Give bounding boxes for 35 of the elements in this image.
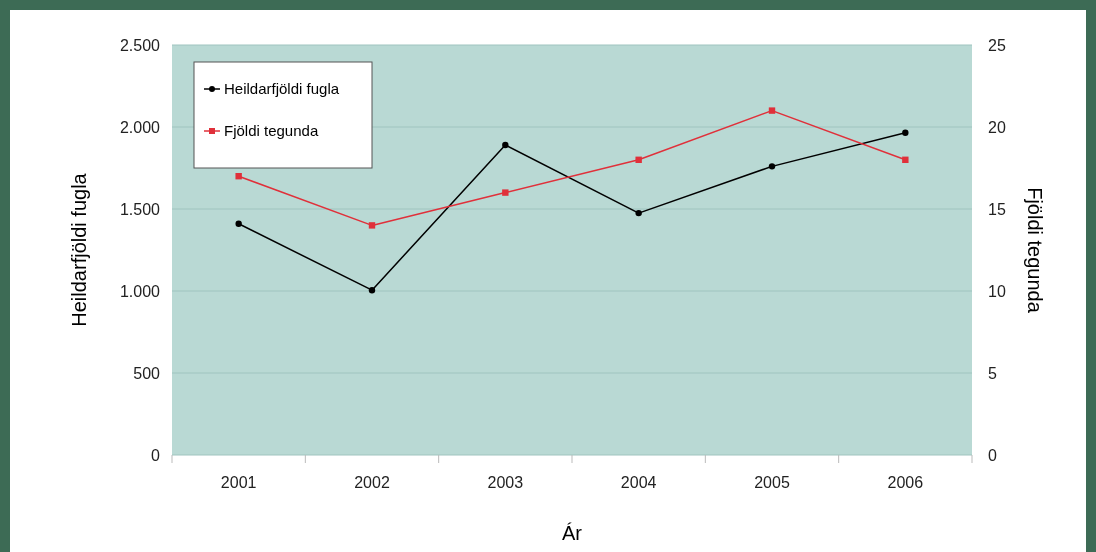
point [235, 220, 242, 227]
y2-tick-label: 20 [988, 118, 1006, 136]
y2-tick-label: 0 [988, 446, 997, 464]
x-tick-label: 2005 [754, 474, 790, 492]
y2-tick-label: 10 [988, 282, 1006, 300]
y2-tick-label: 15 [988, 200, 1006, 218]
point [902, 156, 909, 163]
x-tick-label: 2004 [620, 474, 657, 492]
y-tick-label: 1.500 [119, 200, 161, 218]
y-axis-title: Heildarfjöldi fugla [68, 172, 90, 327]
y2-tick-label: 25 [988, 36, 1006, 54]
x-tick-label: 2001 [220, 474, 257, 492]
y-tick-label: 2.500 [119, 36, 161, 54]
point [902, 129, 909, 136]
x-tick-label: 2003 [487, 474, 524, 492]
point [502, 141, 509, 149]
point [635, 209, 642, 217]
y-tick-label: 1.000 [119, 282, 161, 300]
point [768, 163, 776, 170]
legend-label: Fjöldi tegunda [224, 122, 319, 139]
point [368, 222, 376, 229]
point [368, 286, 376, 294]
y2-tick-label: 5 [988, 364, 997, 382]
y-tick-label: 500 [133, 364, 161, 382]
point [635, 156, 642, 163]
y2-axis-title: Fjöldi tegunda [1024, 187, 1046, 314]
point [235, 173, 242, 180]
y-tick-label: 2.000 [119, 118, 161, 136]
legend-label: Heildarfjöldi fugla [224, 80, 340, 97]
y-tick-label: 0 [151, 446, 161, 464]
point [502, 189, 509, 196]
x-axis-title: Ár [562, 522, 583, 544]
x-tick-label: 2006 [887, 474, 924, 492]
point [768, 107, 776, 114]
x-tick-label: 2002 [354, 474, 390, 492]
